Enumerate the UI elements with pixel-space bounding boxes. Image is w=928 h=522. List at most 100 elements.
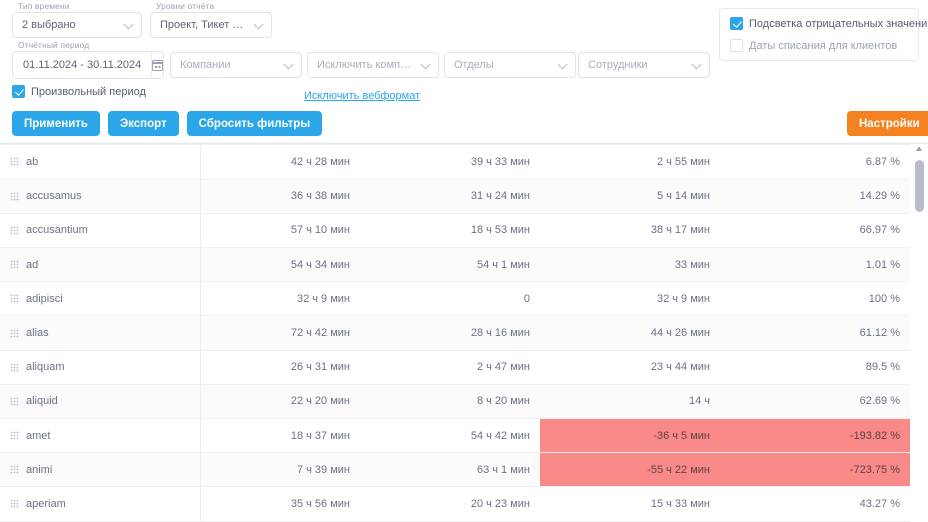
drag-handle-icon[interactable]	[10, 328, 19, 338]
field-report-period: Отчётный период 01.11.2024 - 30.11.2024	[12, 40, 164, 79]
drag-handle-icon[interactable]	[10, 396, 19, 406]
field-employees: Сотрудники	[578, 52, 710, 78]
field-report-levels: Уровни отчёта Проект, Тикет / Тег	[150, 1, 272, 38]
exclude-companies-select[interactable]: Исключить компании	[307, 52, 439, 78]
report-table-area[interactable]: ab 42 ч 28 мин 39 ч 33 мин 2 ч 55 мин 6.87 %…	[0, 145, 928, 522]
row-c4-cell: -723.75 %	[720, 452, 910, 488]
chevron-down-icon	[254, 20, 264, 30]
drag-handle-icon[interactable]	[10, 499, 19, 509]
report-levels-select[interactable]: Проект, Тикет / Тег	[150, 12, 272, 38]
row-c4-cell: 89.5 %	[720, 350, 910, 385]
row-c3-cell: 32 ч 9 мин	[540, 281, 720, 317]
row-c4-cell: 100 %	[720, 281, 910, 317]
reset-filters-button[interactable]: Сбросить фильтры	[186, 111, 323, 136]
row-c1-cell: 42 ч 28 мин	[200, 145, 360, 180]
field-exclude-companies: Исключить компании	[307, 52, 439, 78]
table-row[interactable]: amet 18 ч 37 мин 54 ч 42 мин -36 ч 5 мин -19…	[0, 418, 910, 454]
row-name-cell: ab	[0, 145, 201, 180]
custom-period-checkbox[interactable]: Произвольный период	[12, 85, 146, 98]
row-c4-cell: 43.27 %	[720, 486, 910, 522]
row-c3-cell: -55 ч 22 мин	[540, 452, 720, 488]
row-c4-cell: -193.82 %	[720, 418, 910, 454]
table-row[interactable]: aperiam 35 ч 56 мин 20 ч 23 мин 15 ч 33 мин…	[0, 486, 910, 522]
row-name-label: ab	[26, 155, 39, 168]
drag-handle-icon[interactable]	[10, 294, 19, 304]
drag-handle-icon[interactable]	[10, 191, 19, 201]
employees-value: Сотрудники	[588, 59, 648, 71]
row-c3-cell: 33 мин	[540, 247, 720, 283]
table-top-divider	[0, 144, 910, 145]
row-name-label: accusantium	[26, 224, 88, 237]
report-levels-value: Проект, Тикет / Тег	[160, 19, 246, 31]
vertical-scrollbar[interactable]	[915, 146, 924, 520]
report-period-value: 01.11.2024 - 30.11.2024	[23, 59, 142, 71]
row-name-cell: ad	[0, 247, 201, 283]
row-name-label: animi	[26, 463, 53, 476]
table-row[interactable]: accusantium 57 ч 10 мин 18 ч 53 мин 38 ч 17…	[0, 213, 910, 249]
chevron-down-icon	[124, 20, 134, 30]
row-c3-cell: 23 ч 44 мин	[540, 350, 720, 385]
row-name-cell: aperiam	[0, 486, 201, 522]
scrollbar-thumb[interactable]	[915, 160, 924, 212]
highlight-negative-checkbox[interactable]: Подсветка отрицательных значений	[730, 17, 928, 30]
table-row[interactable]: ab 42 ч 28 мин 39 ч 33 мин 2 ч 55 мин 6.87 %	[0, 145, 910, 180]
scroll-up-arrow-icon[interactable]	[916, 146, 922, 151]
row-c1-cell: 35 ч 56 мин	[200, 486, 360, 522]
table-row[interactable]: aliquam 26 ч 31 мин 2 ч 47 мин 23 ч 44 мин 8…	[0, 350, 910, 385]
row-c3-cell: 14 ч	[540, 384, 720, 420]
highlight-negative-label: Подсветка отрицательных значений	[749, 17, 928, 30]
table-row[interactable]: animi 7 ч 39 мин 63 ч 1 мин -55 ч 22 мин -72…	[0, 452, 910, 488]
report-table-body: ab 42 ч 28 мин 39 ч 33 мин 2 ч 55 мин 6.87 %…	[0, 145, 910, 522]
export-button[interactable]: Экспорт	[107, 111, 179, 136]
row-name-cell: aliquid	[0, 384, 201, 420]
row-c2-cell: 2 ч 47 мин	[360, 350, 540, 385]
companies-select[interactable]: Компании	[170, 52, 302, 78]
row-c3-cell: 5 ч 14 мин	[540, 179, 720, 214]
apply-button[interactable]: Применить	[12, 111, 100, 136]
table-row[interactable]: ad 54 ч 34 мин 54 ч 1 мин 33 мин 1.01 %	[0, 247, 910, 283]
drag-handle-icon[interactable]	[10, 225, 19, 235]
table-row[interactable]: adipisci 32 ч 9 мин 0 32 ч 9 мин 100 %	[0, 281, 910, 317]
calendar-button[interactable]	[151, 52, 163, 78]
row-c3-cell: -36 ч 5 мин	[540, 418, 720, 454]
row-c1-cell: 72 ч 42 мин	[200, 315, 360, 351]
row-c2-cell: 28 ч 16 мин	[360, 315, 540, 351]
exclude-webformat-link[interactable]: Исключить вебформат	[304, 90, 421, 102]
row-c3-cell: 38 ч 17 мин	[540, 213, 720, 249]
field-time-type: Тип времени 2 выбрано	[12, 1, 142, 38]
calendar-icon	[152, 59, 163, 71]
report-levels-label: Уровни отчёта	[156, 1, 215, 11]
row-c3-cell: 15 ч 33 мин	[540, 486, 720, 522]
drag-handle-icon[interactable]	[10, 431, 19, 441]
departments-select[interactable]: Отделы	[444, 52, 576, 78]
table-row[interactable]: accusamus 36 ч 38 мин 31 ч 24 мин 5 ч 14 ми…	[0, 179, 910, 214]
row-c4-cell: 6.87 %	[720, 145, 910, 180]
drag-handle-icon[interactable]	[10, 465, 19, 475]
writeoff-dates-checkbox[interactable]: Даты списания для клиентов	[730, 39, 908, 52]
time-type-select[interactable]: 2 выбрано	[12, 12, 142, 38]
action-buttons: Применить Экспорт Сбросить фильтры	[12, 111, 323, 136]
field-companies: Компании	[170, 52, 302, 78]
checkbox-unchecked-icon	[730, 39, 743, 52]
time-type-value: 2 выбрано	[22, 19, 76, 31]
row-c4-cell: 14.29 %	[720, 179, 910, 214]
report-period-input[interactable]: 01.11.2024 - 30.11.2024	[12, 51, 164, 79]
row-c1-cell: 18 ч 37 мин	[200, 418, 360, 454]
employees-select[interactable]: Сотрудники	[578, 52, 710, 78]
report-period-label: Отчётный период	[18, 40, 90, 50]
row-c3-cell: 2 ч 55 мин	[540, 145, 720, 180]
drag-handle-icon[interactable]	[10, 260, 19, 270]
writeoff-dates-label: Даты списания для клиентов	[749, 39, 898, 52]
chevron-down-icon	[692, 60, 702, 70]
settings-button[interactable]: Настройки	[847, 111, 928, 136]
row-name-label: aliquam	[26, 361, 65, 374]
drag-handle-icon[interactable]	[10, 362, 19, 372]
table-row[interactable]: aliquid 22 ч 20 мин 8 ч 20 мин 14 ч 62.69 %	[0, 384, 910, 420]
row-name-cell: accusantium	[0, 213, 201, 249]
row-c1-cell: 36 ч 38 мин	[200, 179, 360, 214]
row-name-label: amet	[26, 429, 51, 442]
row-name-label: accusamus	[26, 190, 82, 203]
row-name-label: aliquid	[26, 395, 58, 408]
table-row[interactable]: alias 72 ч 42 мин 28 ч 16 мин 44 ч 26 мин 61…	[0, 315, 910, 351]
drag-handle-icon[interactable]	[10, 157, 19, 167]
